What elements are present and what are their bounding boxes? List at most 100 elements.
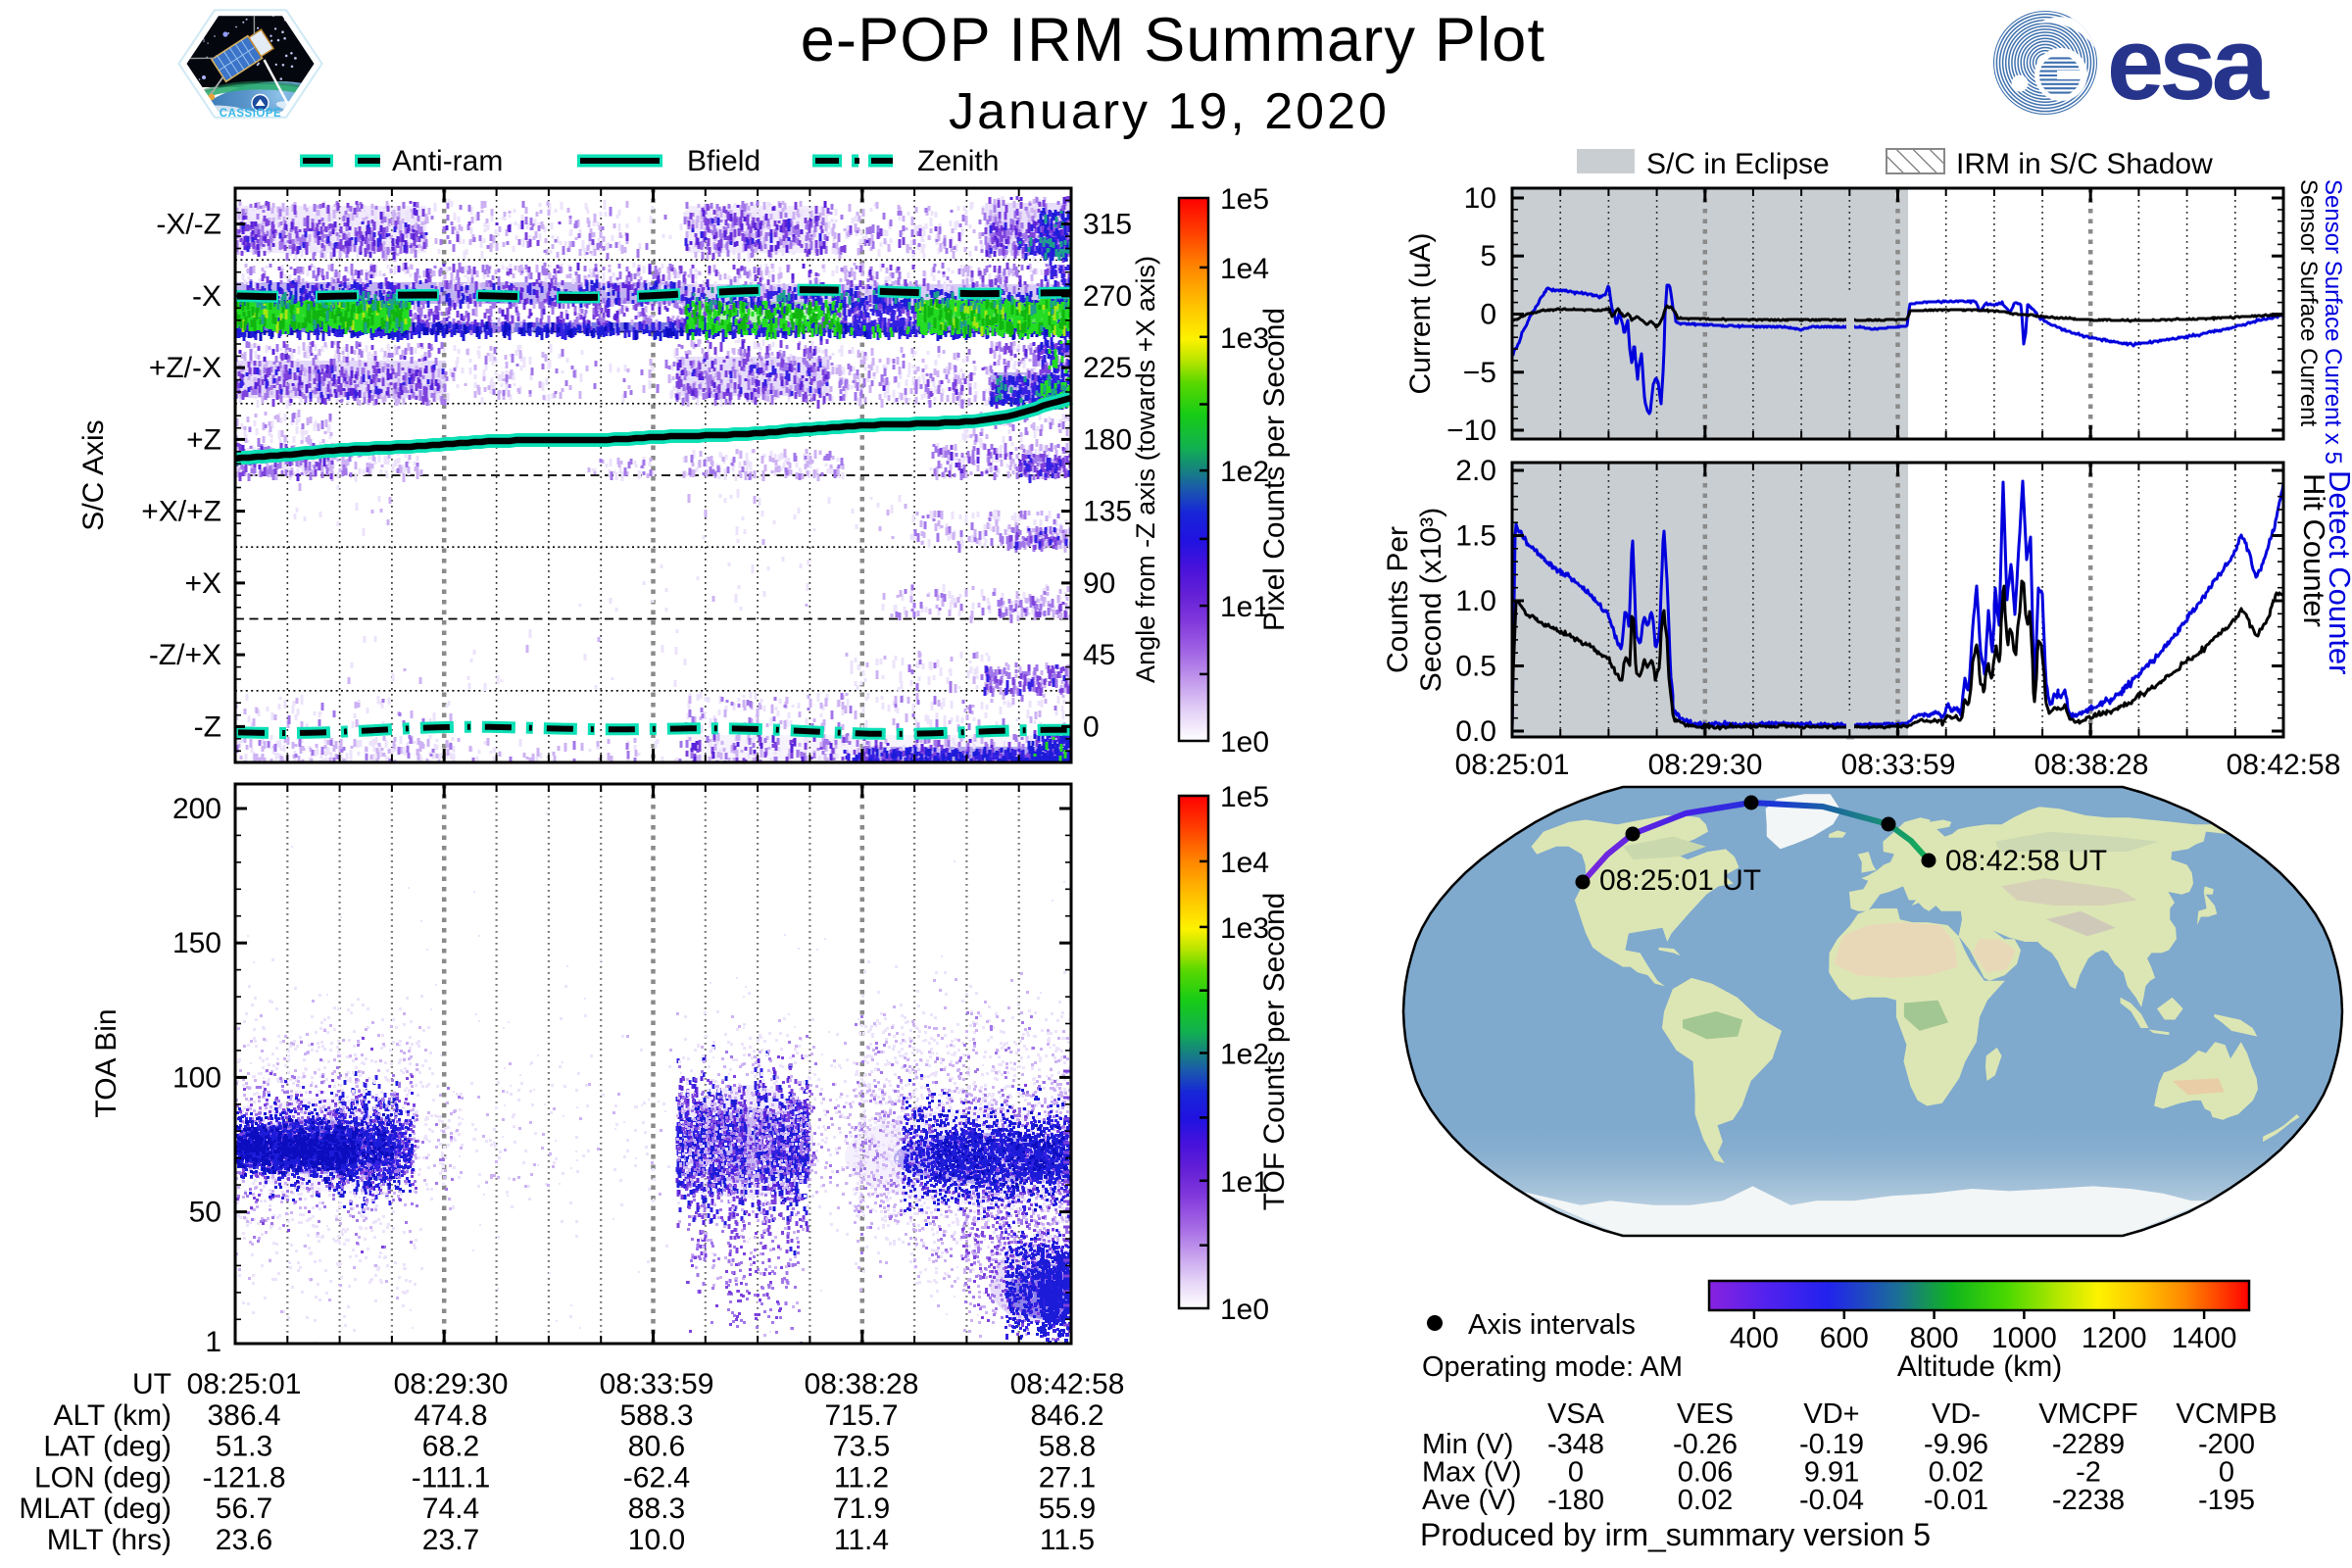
svg-text:ALT (km): ALT (km): [53, 1399, 172, 1432]
svg-text:11.5: 11.5: [1040, 1524, 1095, 1556]
svg-text:VMCPF: VMCPF: [2038, 1398, 2138, 1430]
svg-text:IRM in S/C Shadow: IRM in S/C Shadow: [1956, 148, 2213, 180]
svg-text:e-POP IRM Summary Plot: e-POP IRM Summary Plot: [801, 6, 1545, 74]
svg-text:1e4: 1e4: [1220, 847, 1269, 879]
svg-text:474.8: 474.8: [414, 1399, 487, 1432]
svg-text:225: 225: [1083, 352, 1132, 384]
svg-text:08:25:01 UT: 08:25:01 UT: [1599, 864, 1761, 897]
svg-text:90: 90: [1083, 567, 1115, 600]
svg-text:CASSIOPE: CASSIOPE: [220, 108, 281, 120]
svg-text:1200: 1200: [2082, 1322, 2147, 1354]
svg-text:08:42:58 UT: 08:42:58 UT: [1945, 845, 2107, 877]
svg-text:-X: -X: [192, 280, 221, 313]
svg-text:45: 45: [1083, 639, 1115, 671]
svg-text:180: 180: [1083, 423, 1132, 456]
svg-text:1e4: 1e4: [1220, 253, 1269, 285]
svg-text:1e2: 1e2: [1220, 1039, 1269, 1071]
svg-text:UT: UT: [132, 1368, 172, 1400]
svg-text:VES: VES: [1677, 1398, 1734, 1430]
svg-text:-0.26: -0.26: [1673, 1429, 1738, 1460]
svg-text:-0.04: -0.04: [1799, 1485, 1864, 1516]
svg-text:-348: -348: [1547, 1429, 1604, 1460]
svg-text:1e2: 1e2: [1220, 456, 1269, 488]
svg-text:135: 135: [1083, 496, 1132, 528]
svg-text:1e0: 1e0: [1220, 1294, 1269, 1326]
svg-text:-2: -2: [2076, 1457, 2101, 1489]
svg-text:Altitude (km): Altitude (km): [1897, 1350, 2062, 1383]
svg-text:0: 0: [1083, 710, 1100, 743]
svg-text:386.4: 386.4: [207, 1399, 280, 1432]
svg-text:Detect Counter: Detect Counter: [2323, 470, 2352, 675]
svg-text:-200: -200: [2198, 1429, 2255, 1460]
svg-text:esa: esa: [2107, 7, 2271, 122]
svg-text:715.7: 715.7: [824, 1399, 898, 1432]
svg-text:58.8: 58.8: [1039, 1431, 1096, 1463]
svg-text:LAT (deg): LAT (deg): [43, 1431, 172, 1463]
svg-text:08:38:28: 08:38:28: [2034, 749, 2149, 781]
svg-text:VSA: VSA: [1547, 1398, 1605, 1430]
svg-text:Pixel Counts per Second: Pixel Counts per Second: [1258, 308, 1291, 631]
svg-text:846.2: 846.2: [1030, 1399, 1103, 1432]
svg-text:-2289: -2289: [2052, 1429, 2125, 1460]
svg-text:Angle from -Z axis (towards +X: Angle from -Z axis (towards +X axis): [1131, 256, 1160, 683]
svg-text:-121.8: -121.8: [202, 1461, 285, 1494]
svg-text:-180: -180: [1547, 1485, 1604, 1516]
svg-text:50: 50: [189, 1197, 221, 1229]
svg-text:10: 10: [1464, 182, 1496, 215]
svg-text:600: 600: [1820, 1322, 1869, 1354]
svg-text:TOA Bin: TOA Bin: [90, 1008, 122, 1117]
svg-text:88.3: 88.3: [628, 1493, 685, 1525]
svg-text:80.6: 80.6: [628, 1431, 685, 1463]
svg-text:TOF Counts per Second: TOF Counts per Second: [1258, 893, 1291, 1211]
svg-text:5: 5: [1480, 240, 1496, 272]
svg-text:1e1: 1e1: [1220, 591, 1269, 623]
svg-text:1.0: 1.0: [1455, 585, 1496, 617]
svg-text:−10: −10: [1446, 415, 1496, 447]
svg-text:Counts Per: Counts Per: [1382, 526, 1414, 673]
svg-text:400: 400: [1730, 1322, 1779, 1354]
svg-text:Operating mode: AM: Operating mode: AM: [1422, 1351, 1683, 1383]
svg-text:+X: +X: [184, 567, 221, 600]
svg-text:LON (deg): LON (deg): [34, 1461, 172, 1494]
svg-text:MLT (hrs): MLT (hrs): [47, 1524, 172, 1556]
svg-text:-X/-Z: -X/-Z: [156, 209, 221, 241]
svg-text:0.02: 0.02: [1929, 1457, 1984, 1489]
svg-text:January 19, 2020: January 19, 2020: [949, 83, 1390, 140]
svg-text:51.3: 51.3: [216, 1431, 272, 1463]
svg-text:-195: -195: [2198, 1485, 2255, 1516]
svg-text:68.2: 68.2: [422, 1431, 479, 1463]
svg-text:800: 800: [1910, 1322, 1959, 1354]
svg-text:23.7: 23.7: [422, 1524, 479, 1556]
svg-text:-0.01: -0.01: [1924, 1485, 1988, 1516]
svg-text:Anti-ram: Anti-ram: [392, 145, 503, 177]
svg-text:315: 315: [1083, 209, 1132, 241]
svg-text:0.0: 0.0: [1455, 715, 1496, 748]
svg-text:Ave (V): Ave (V): [1422, 1485, 1516, 1516]
svg-text:200: 200: [172, 793, 221, 825]
svg-text:0.02: 0.02: [1678, 1485, 1733, 1516]
svg-text:56.7: 56.7: [216, 1493, 272, 1525]
svg-text:23.6: 23.6: [216, 1524, 272, 1556]
svg-text:0.06: 0.06: [1678, 1457, 1733, 1489]
svg-text:VCMPB: VCMPB: [2176, 1398, 2277, 1430]
svg-text:08:25:01: 08:25:01: [187, 1368, 302, 1400]
svg-text:+Z/-X: +Z/-X: [149, 352, 221, 384]
svg-text:+Z: +Z: [186, 423, 221, 456]
svg-text:1e0: 1e0: [1220, 726, 1269, 759]
svg-text:1000: 1000: [1991, 1322, 2057, 1354]
svg-text:-Z/+X: -Z/+X: [149, 639, 221, 671]
svg-text:0.5: 0.5: [1455, 651, 1496, 683]
svg-text:MLAT (deg): MLAT (deg): [19, 1493, 172, 1525]
svg-text:150: 150: [172, 927, 221, 959]
svg-text:588.3: 588.3: [619, 1399, 693, 1432]
svg-text:-2238: -2238: [2052, 1485, 2125, 1516]
svg-text:27.1: 27.1: [1039, 1461, 1096, 1494]
svg-text:Current (uA): Current (uA): [1404, 232, 1437, 394]
svg-text:08:38:28: 08:38:28: [805, 1368, 919, 1400]
svg-text:100: 100: [172, 1061, 221, 1094]
svg-text:-Z: -Z: [194, 710, 221, 743]
svg-text:Min (V): Min (V): [1422, 1429, 1513, 1460]
svg-text:Hit Counter: Hit Counter: [2297, 473, 2331, 627]
svg-text:11.4: 11.4: [834, 1524, 889, 1556]
svg-text:08:42:58: 08:42:58: [2227, 749, 2341, 781]
